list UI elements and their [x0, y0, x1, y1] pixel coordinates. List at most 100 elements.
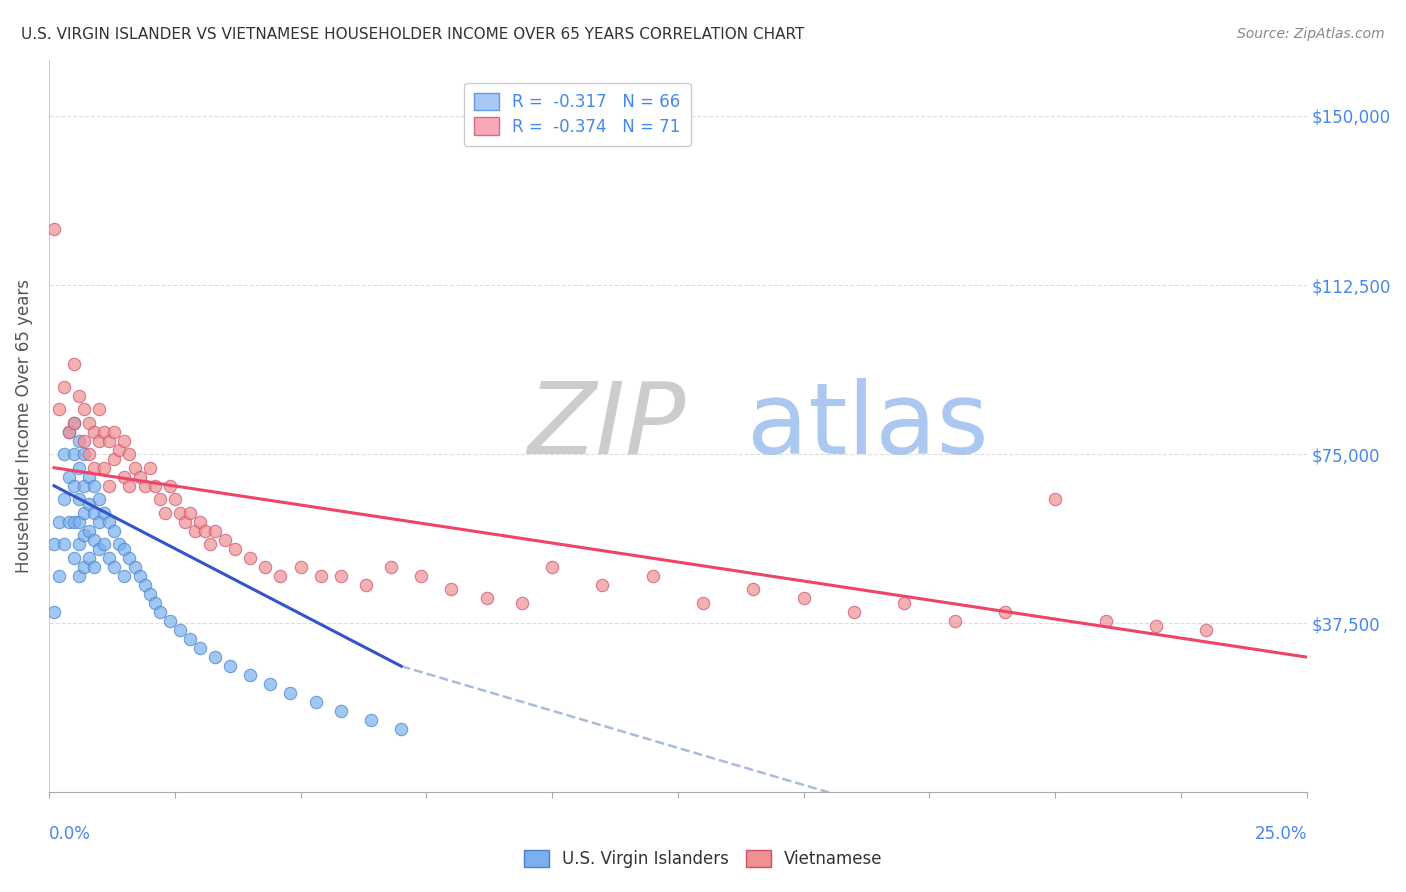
- Point: [159, 479, 181, 493]
- Point: [67, 388, 90, 402]
- Point: [290, 560, 312, 574]
- Point: [98, 515, 121, 529]
- Point: [163, 492, 186, 507]
- Point: [692, 596, 714, 610]
- Point: [173, 515, 195, 529]
- Point: [73, 402, 96, 417]
- Point: [128, 469, 150, 483]
- Point: [83, 533, 105, 547]
- Point: [73, 479, 96, 493]
- Point: [53, 379, 76, 393]
- Point: [159, 614, 181, 628]
- Point: [67, 515, 90, 529]
- Point: [67, 537, 90, 551]
- Point: [143, 596, 166, 610]
- Point: [124, 460, 146, 475]
- Text: 0.0%: 0.0%: [49, 825, 91, 844]
- Point: [188, 515, 211, 529]
- Point: [118, 447, 141, 461]
- Point: [239, 550, 262, 565]
- Y-axis label: Householder Income Over 65 years: Householder Income Over 65 years: [15, 279, 32, 573]
- Point: [108, 442, 131, 457]
- Point: [280, 686, 302, 700]
- Point: [143, 479, 166, 493]
- Point: [641, 569, 664, 583]
- Text: atlas: atlas: [747, 377, 988, 475]
- Point: [239, 668, 262, 682]
- Point: [93, 537, 115, 551]
- Point: [77, 469, 100, 483]
- Point: [219, 659, 242, 673]
- Point: [53, 492, 76, 507]
- Point: [114, 569, 136, 583]
- Point: [93, 460, 115, 475]
- Point: [67, 434, 90, 448]
- Point: [63, 550, 86, 565]
- Point: [83, 460, 105, 475]
- Point: [153, 506, 176, 520]
- Point: [198, 537, 221, 551]
- Legend: R =  -0.317   N = 66, R =  -0.374   N = 71: R = -0.317 N = 66, R = -0.374 N = 71: [464, 83, 690, 145]
- Point: [179, 506, 201, 520]
- Point: [73, 434, 96, 448]
- Point: [114, 434, 136, 448]
- Point: [83, 479, 105, 493]
- Point: [63, 447, 86, 461]
- Point: [475, 591, 498, 606]
- Point: [89, 515, 111, 529]
- Point: [103, 524, 125, 538]
- Point: [541, 560, 564, 574]
- Point: [360, 713, 382, 727]
- Point: [329, 569, 352, 583]
- Point: [42, 537, 65, 551]
- Point: [138, 587, 160, 601]
- Point: [259, 677, 281, 691]
- Point: [411, 569, 433, 583]
- Point: [63, 416, 86, 430]
- Point: [42, 605, 65, 619]
- Point: [63, 357, 86, 371]
- Point: [510, 596, 533, 610]
- Point: [114, 541, 136, 556]
- Point: [53, 447, 76, 461]
- Point: [89, 492, 111, 507]
- Point: [48, 402, 70, 417]
- Point: [73, 528, 96, 542]
- Point: [114, 469, 136, 483]
- Point: [67, 569, 90, 583]
- Point: [98, 479, 121, 493]
- Point: [149, 492, 172, 507]
- Point: [118, 550, 141, 565]
- Point: [98, 434, 121, 448]
- Point: [184, 524, 207, 538]
- Point: [89, 402, 111, 417]
- Point: [42, 221, 65, 235]
- Point: [63, 479, 86, 493]
- Point: [188, 641, 211, 656]
- Point: [48, 569, 70, 583]
- Point: [994, 605, 1017, 619]
- Point: [440, 582, 463, 597]
- Point: [591, 578, 613, 592]
- Legend: U.S. Virgin Islanders, Vietnamese: U.S. Virgin Islanders, Vietnamese: [517, 843, 889, 875]
- Point: [48, 515, 70, 529]
- Point: [138, 460, 160, 475]
- Point: [842, 605, 865, 619]
- Point: [63, 515, 86, 529]
- Point: [149, 605, 172, 619]
- Point: [194, 524, 217, 538]
- Point: [67, 492, 90, 507]
- Point: [893, 596, 915, 610]
- Point: [93, 506, 115, 520]
- Text: U.S. VIRGIN ISLANDER VS VIETNAMESE HOUSEHOLDER INCOME OVER 65 YEARS CORRELATION : U.S. VIRGIN ISLANDER VS VIETNAMESE HOUSE…: [21, 27, 804, 42]
- Point: [83, 506, 105, 520]
- Point: [134, 479, 156, 493]
- Point: [204, 650, 226, 665]
- Point: [128, 569, 150, 583]
- Point: [380, 560, 402, 574]
- Point: [77, 447, 100, 461]
- Point: [77, 497, 100, 511]
- Point: [389, 723, 412, 737]
- Point: [53, 537, 76, 551]
- Point: [89, 434, 111, 448]
